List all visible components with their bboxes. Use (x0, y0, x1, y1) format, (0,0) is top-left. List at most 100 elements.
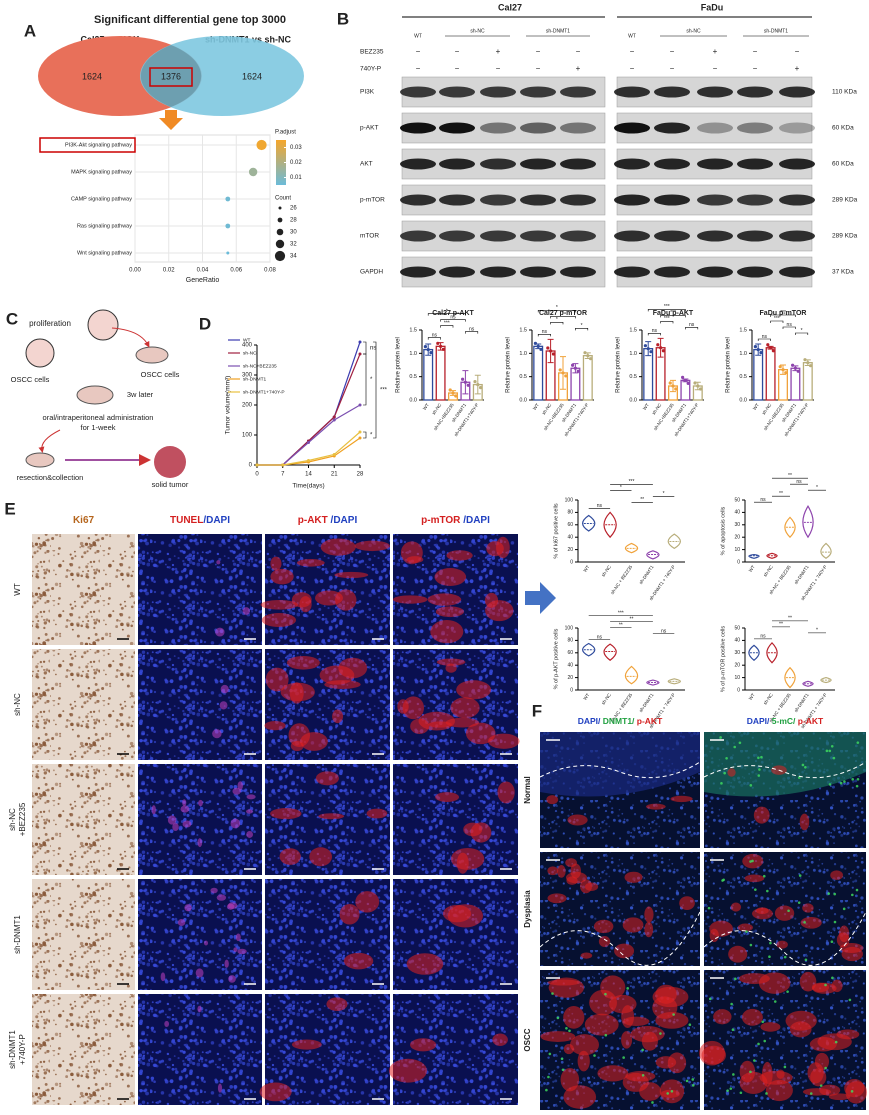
signal (547, 979, 580, 986)
signal (855, 888, 859, 892)
signal (246, 830, 254, 838)
significance-bracket (427, 313, 466, 316)
label: 40 (734, 510, 740, 516)
signal (809, 1036, 837, 1052)
row-line: +BEZ235 (18, 802, 27, 836)
label: 50 (734, 497, 740, 503)
point (643, 344, 648, 348)
signal (804, 958, 808, 962)
bar (765, 347, 776, 401)
band (779, 122, 815, 134)
band (779, 230, 815, 242)
band (400, 266, 436, 278)
band (520, 86, 556, 98)
signal (217, 1083, 223, 1093)
signal (738, 741, 742, 745)
label: 30 (734, 650, 740, 656)
label: ns (469, 326, 475, 332)
band (614, 86, 650, 98)
label: ns (597, 634, 603, 640)
point (674, 387, 678, 391)
label: *** (664, 304, 670, 310)
band (480, 122, 516, 134)
size-key (275, 239, 285, 249)
signal (843, 780, 846, 783)
signal (728, 945, 748, 963)
row-line: +740Y-P (18, 1034, 27, 1065)
signal (763, 1039, 767, 1043)
signal (855, 784, 859, 788)
point (448, 388, 452, 392)
point (546, 346, 550, 350)
signal (802, 1088, 832, 1096)
band (614, 230, 650, 242)
signal (219, 701, 228, 710)
point (778, 365, 782, 369)
signal (184, 904, 192, 912)
label: 0 (255, 472, 259, 478)
signal (834, 1040, 838, 1044)
signal (801, 763, 805, 767)
label: − (670, 47, 675, 56)
signal (436, 658, 466, 666)
label: 1.0 (519, 351, 527, 357)
legend-label: sh-NC (243, 350, 257, 356)
band (520, 266, 556, 278)
venn-overlap (140, 45, 202, 107)
signal (600, 975, 626, 999)
signal (434, 568, 467, 586)
band (697, 230, 733, 242)
band (654, 122, 690, 134)
band (697, 122, 733, 134)
micrograph (138, 649, 262, 760)
label: ns (760, 497, 766, 503)
label: − (630, 64, 635, 73)
signal (584, 882, 599, 892)
point (791, 363, 795, 367)
label: p-mTOR (360, 197, 385, 204)
line (257, 341, 361, 466)
significance-bracket (770, 320, 784, 323)
legend-label: sh-DNMT1+740Y-P (243, 389, 285, 395)
x-tick-label: WT (748, 692, 756, 701)
signal (825, 749, 829, 753)
label: 0.0 (739, 397, 747, 403)
signal (570, 1034, 600, 1056)
signal (758, 768, 761, 771)
point (536, 344, 540, 348)
label: * (816, 628, 818, 634)
bar (423, 348, 434, 401)
point (358, 352, 362, 356)
point (539, 347, 543, 351)
signal (758, 972, 791, 994)
x-tick-label: 0.00 (129, 268, 141, 274)
significance-bracket (550, 316, 576, 319)
point (549, 349, 553, 353)
point (766, 343, 770, 347)
signal (776, 1069, 785, 1079)
signal (279, 848, 301, 865)
label: − (455, 47, 460, 56)
significance-bracket (427, 337, 441, 340)
signal (732, 1073, 735, 1076)
signal (195, 968, 204, 978)
point (533, 341, 538, 345)
x-tick-label: sh-NC (541, 402, 553, 416)
signal (264, 721, 286, 731)
signal (809, 1092, 813, 1095)
label: *** (774, 316, 780, 322)
color-bar (276, 140, 286, 185)
x-tick-label: WT (582, 692, 590, 701)
label: resection&collection (17, 473, 84, 482)
point (473, 380, 477, 384)
label: 80 (567, 510, 573, 516)
label: ns (760, 634, 766, 640)
signal (270, 556, 282, 571)
column-header: TUNEL/DAPI (170, 515, 230, 526)
x-tick-label: sh-DNMT1+740Y-P (783, 402, 809, 437)
bar (802, 362, 813, 401)
boundary (539, 911, 701, 966)
label: * (816, 485, 818, 491)
label: WT (628, 33, 636, 39)
row-label: sh-NC (13, 693, 22, 716)
